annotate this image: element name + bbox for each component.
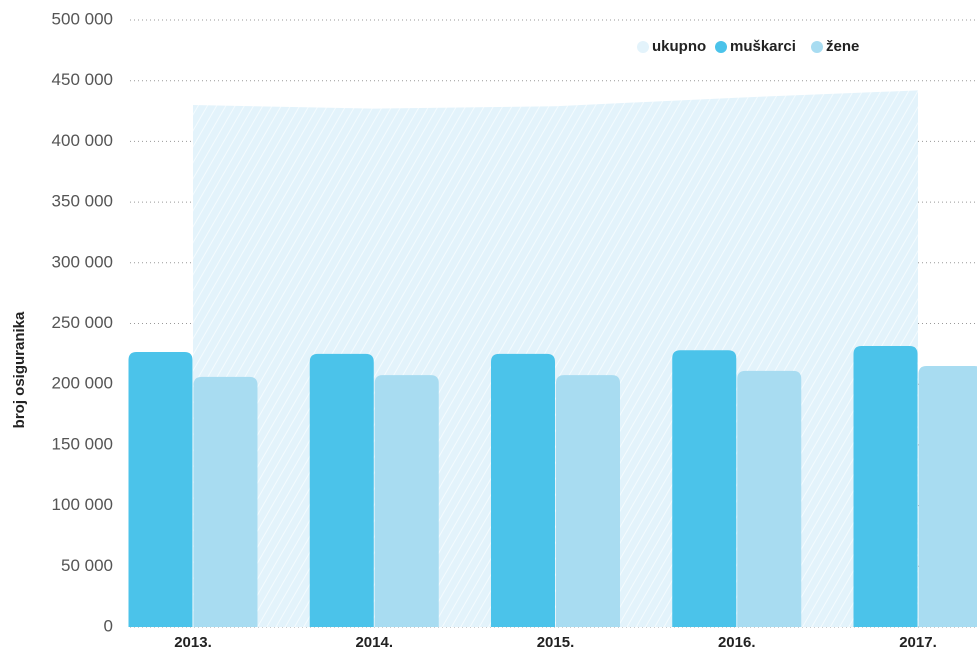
bar — [556, 375, 620, 627]
legend-label: muškarci — [730, 38, 796, 55]
y-tick-label: 0 — [104, 616, 113, 635]
y-tick-label: 200 000 — [52, 374, 113, 393]
y-tick-label: 250 000 — [52, 313, 113, 332]
bar — [672, 350, 737, 627]
y-tick-label: 400 000 — [52, 131, 113, 150]
y-tick-label: 500 000 — [52, 9, 113, 28]
y-tick-label: 300 000 — [52, 252, 113, 271]
bar — [309, 353, 374, 627]
bar — [491, 353, 555, 627]
bar — [374, 375, 439, 627]
bar — [737, 370, 802, 627]
bar — [193, 376, 258, 627]
legend-label: ukupno — [652, 38, 706, 55]
y-axis-label: broj osiguranika — [11, 311, 28, 428]
y-tick-label: 150 000 — [52, 434, 113, 453]
x-tick-label: 2013. — [174, 634, 212, 651]
x-tick-label: 2017. — [899, 634, 937, 651]
x-tick-label: 2016. — [718, 634, 756, 651]
legend-swatch — [637, 41, 649, 53]
bar — [853, 345, 918, 627]
bar — [918, 365, 977, 627]
legend-label: žene — [826, 38, 859, 55]
legend-swatch — [811, 41, 823, 53]
y-tick-label: 350 000 — [52, 192, 113, 211]
legend-swatch — [715, 41, 727, 53]
y-tick-label: 450 000 — [52, 70, 113, 89]
bar — [128, 352, 193, 627]
y-tick-label: 100 000 — [52, 495, 113, 514]
x-tick-label: 2015. — [537, 634, 575, 651]
x-tick-label: 2014. — [355, 634, 393, 651]
y-tick-label: 50 000 — [61, 556, 113, 575]
area — [193, 90, 918, 628]
